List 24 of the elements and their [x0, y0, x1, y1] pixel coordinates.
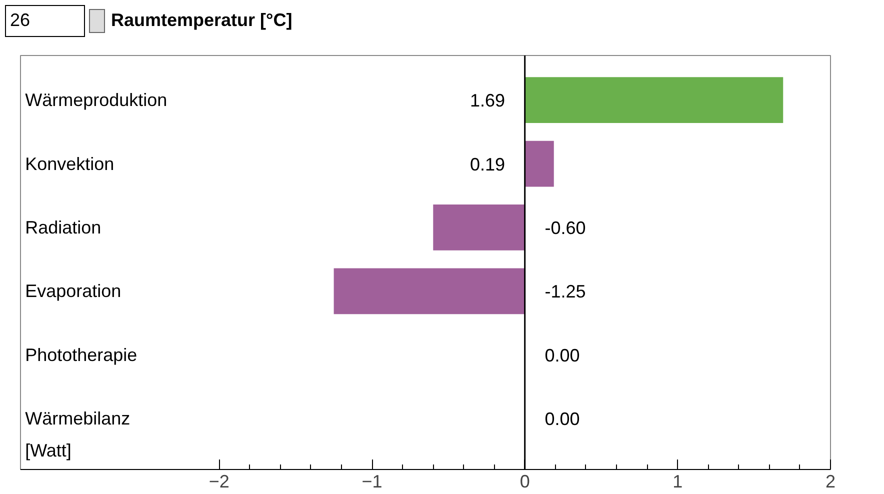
bar: [524, 77, 784, 124]
x-tick-label: 0: [520, 472, 530, 492]
data-label: -1.25: [544, 282, 586, 302]
data-label: 0.00: [544, 409, 580, 430]
chart-title: Raumtemperatur [°C]: [111, 9, 292, 32]
bar: [334, 268, 525, 314]
x-tick-label: −2: [208, 472, 230, 492]
x-tick-label: 2: [825, 472, 836, 492]
y-tick-label: Radiation: [25, 217, 102, 238]
bar: [524, 140, 554, 187]
x-axis-title: [Watt]: [25, 440, 72, 460]
bar: [433, 204, 525, 250]
data-label: 0.19: [470, 154, 505, 174]
y-tick-label: Wärmeproduktion: [25, 90, 168, 110]
data-label: 1.69: [470, 90, 505, 111]
y-tick-label: Phototherapie: [25, 344, 138, 365]
y-tick-label: Evaporation: [25, 281, 122, 302]
x-tick-label: −1: [362, 472, 382, 492]
x-tick-label: 1: [672, 472, 683, 492]
text: 26: [5, 5, 85, 37]
y-tick-label: Wärmebilanz: [25, 408, 130, 429]
data-label: -0.60: [544, 218, 586, 238]
y-tick-label: Konvektion: [25, 154, 114, 174]
data-label: 0.00: [544, 345, 580, 366]
